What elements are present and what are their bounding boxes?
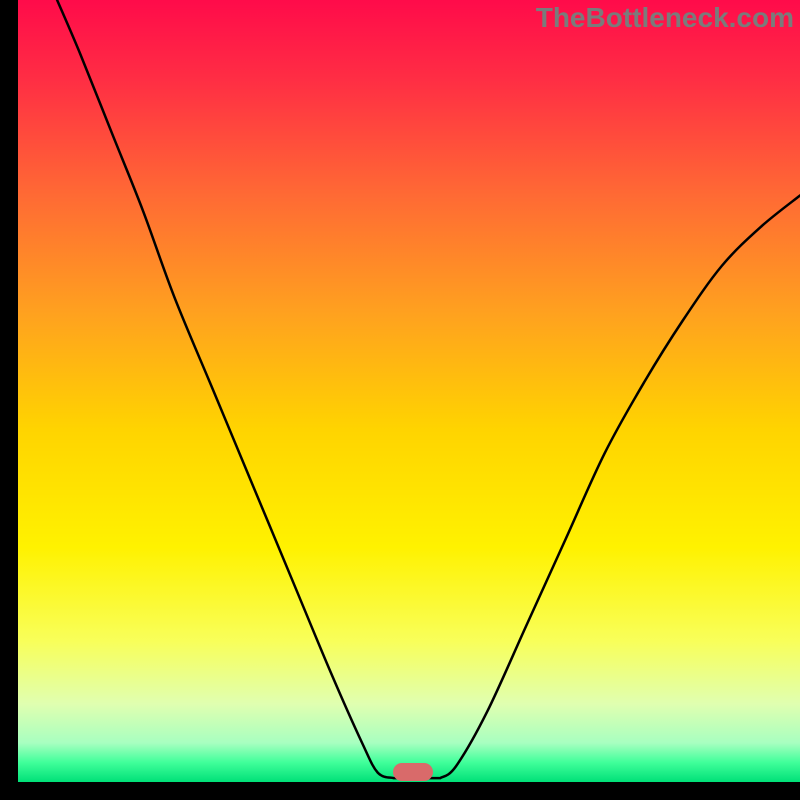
optimum-marker [393,763,433,781]
chart-frame: TheBottleneck.com [0,0,800,800]
plot-area [18,0,800,782]
bottleneck-curve [18,0,800,782]
watermark-text: TheBottleneck.com [536,2,794,34]
